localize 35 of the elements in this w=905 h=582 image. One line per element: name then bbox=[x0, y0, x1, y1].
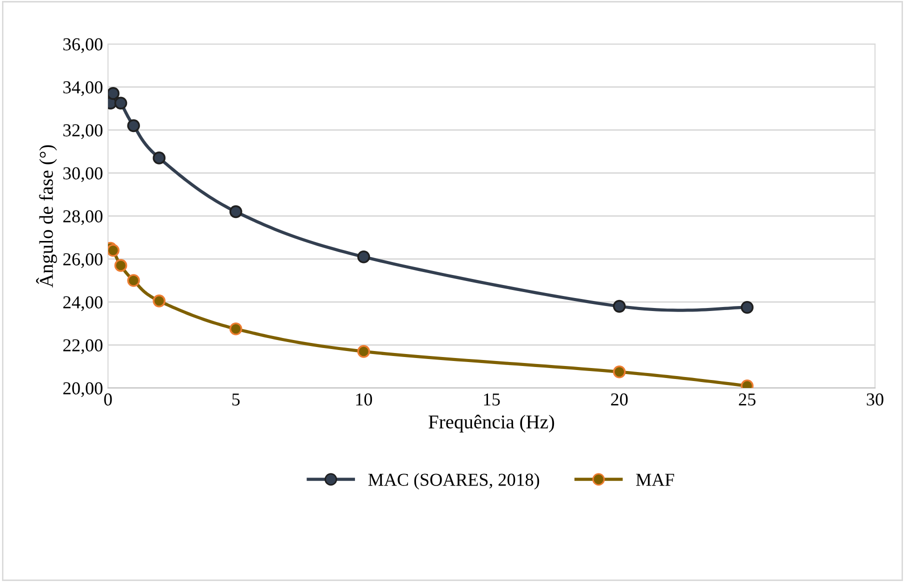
point bbox=[229, 322, 242, 336]
point bbox=[127, 274, 140, 287]
y-tick-label: 30,00 bbox=[63, 167, 102, 182]
x-axis-title: Frequência (Hz) bbox=[428, 414, 554, 432]
legend-label: MAC (SOARES, 2018) bbox=[368, 473, 540, 490]
y-tick-label: 32,00 bbox=[63, 124, 102, 140]
y-axis-title: Ângulo de fase (°) bbox=[36, 145, 57, 288]
y-tick-label: 24,00 bbox=[63, 296, 102, 312]
x-tick-label: 20 bbox=[611, 393, 628, 406]
point bbox=[114, 96, 128, 110]
point bbox=[740, 300, 754, 314]
point bbox=[108, 244, 120, 257]
x-tick-label: 15 bbox=[484, 393, 500, 406]
y-tick-label: 28,00 bbox=[63, 210, 102, 226]
point bbox=[152, 294, 166, 308]
x-tick-label: 10 bbox=[356, 393, 372, 406]
point bbox=[108, 87, 120, 100]
y-tick-label: 22,00 bbox=[63, 339, 102, 354]
point bbox=[357, 345, 370, 358]
point bbox=[229, 205, 242, 218]
point bbox=[127, 119, 140, 132]
legend-label: MAF bbox=[636, 474, 674, 486]
x-tick-label: 0 bbox=[104, 393, 112, 406]
x-tick-label: 30 bbox=[866, 393, 884, 406]
x-tick-label: 25 bbox=[738, 393, 756, 406]
point bbox=[612, 365, 626, 378]
point bbox=[152, 152, 166, 164]
y-tick-label: 34,00 bbox=[63, 81, 102, 96]
point bbox=[612, 300, 626, 313]
point bbox=[114, 259, 128, 272]
point bbox=[357, 250, 370, 264]
y-tick-label: 36,00 bbox=[63, 38, 102, 54]
x-tick-label: 5 bbox=[232, 394, 240, 406]
y-tick-label: 26,00 bbox=[63, 253, 102, 268]
y-tick-label: 20,00 bbox=[63, 382, 102, 398]
